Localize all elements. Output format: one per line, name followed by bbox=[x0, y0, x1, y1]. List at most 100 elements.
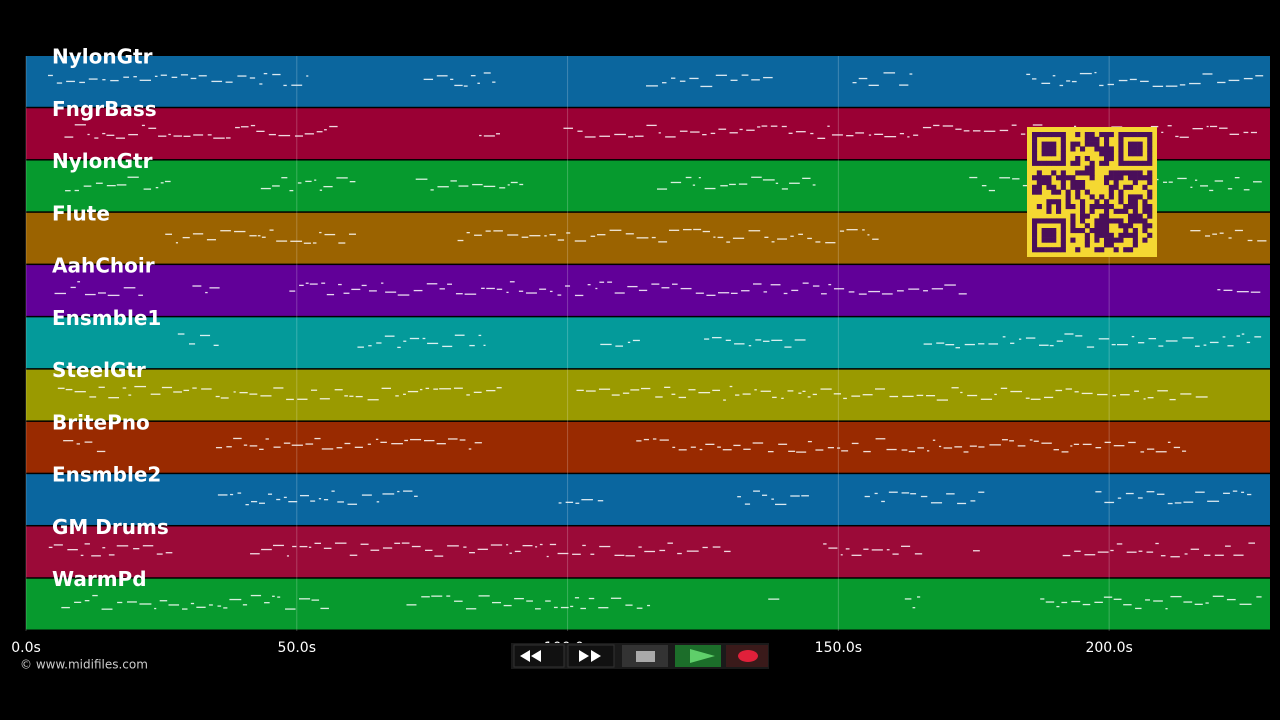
qr-module bbox=[1147, 223, 1153, 229]
qr-module bbox=[1104, 141, 1110, 147]
rewind-button[interactable] bbox=[513, 644, 565, 668]
qr-module bbox=[1104, 237, 1110, 243]
qr-module bbox=[1036, 189, 1042, 195]
qr-module bbox=[1051, 146, 1057, 152]
transport-controls bbox=[511, 643, 769, 669]
qr-module bbox=[1051, 228, 1057, 234]
track-name: GM Drums bbox=[52, 515, 169, 539]
qr-module bbox=[1051, 170, 1057, 176]
qr-module bbox=[1051, 232, 1057, 238]
qr-module bbox=[1118, 208, 1124, 214]
note-pattern bbox=[217, 490, 1252, 506]
qr-module bbox=[1075, 189, 1081, 195]
qr-module bbox=[1046, 199, 1052, 205]
qr-module bbox=[1118, 170, 1124, 176]
qr-module bbox=[1094, 146, 1100, 152]
qr-module bbox=[1147, 151, 1153, 157]
qr-module bbox=[1132, 242, 1138, 248]
qr-module bbox=[1094, 237, 1100, 243]
qr-module bbox=[1041, 218, 1047, 224]
qr-module bbox=[1123, 228, 1129, 234]
qr-module bbox=[1132, 170, 1138, 176]
track-name: NylonGtr bbox=[52, 45, 153, 69]
qr-module bbox=[1051, 218, 1057, 224]
qr-module bbox=[1099, 218, 1105, 224]
qr-module bbox=[1051, 132, 1057, 138]
qr-module bbox=[1060, 228, 1066, 234]
qr-module bbox=[1041, 160, 1047, 166]
qr-module bbox=[1070, 160, 1076, 166]
qr-module bbox=[1032, 132, 1038, 138]
qr-module bbox=[1118, 175, 1124, 181]
qr-module bbox=[1056, 189, 1062, 195]
qr-module bbox=[1089, 204, 1095, 210]
qr-module bbox=[1046, 180, 1052, 186]
qr-module bbox=[1128, 247, 1134, 253]
qr-module bbox=[1046, 228, 1052, 234]
record-button[interactable] bbox=[726, 645, 768, 667]
qr-module bbox=[1118, 218, 1124, 224]
qr-module bbox=[1128, 151, 1134, 157]
qr-module bbox=[1080, 228, 1086, 234]
qr-module bbox=[1041, 180, 1047, 186]
stop-button[interactable] bbox=[622, 645, 668, 667]
play-button[interactable] bbox=[675, 645, 721, 667]
qr-module bbox=[1118, 160, 1124, 166]
qr-module bbox=[1051, 247, 1057, 253]
qr-module bbox=[1080, 146, 1086, 152]
qr-module bbox=[1123, 232, 1129, 238]
qr-module bbox=[1142, 237, 1148, 243]
qr-module bbox=[1041, 232, 1047, 238]
qr-module bbox=[1104, 218, 1110, 224]
qr-module bbox=[1032, 141, 1038, 147]
qr-module bbox=[1032, 232, 1038, 238]
qr-module bbox=[1070, 175, 1076, 181]
qr-module bbox=[1060, 141, 1066, 147]
qr-module bbox=[1113, 247, 1119, 253]
qr-module bbox=[1104, 213, 1110, 219]
qr-module bbox=[1094, 232, 1100, 238]
track-name: AahChoir bbox=[52, 254, 155, 278]
qr-module bbox=[1046, 237, 1052, 243]
qr-module bbox=[1104, 199, 1110, 205]
qr-module bbox=[1104, 208, 1110, 214]
qr-module bbox=[1084, 136, 1090, 142]
qr-module bbox=[1046, 132, 1052, 138]
track-band bbox=[26, 474, 1270, 525]
qr-module bbox=[1060, 184, 1066, 190]
qr-module bbox=[1104, 232, 1110, 238]
qr-module bbox=[1070, 237, 1076, 243]
qr-module bbox=[1113, 180, 1119, 186]
qr-module bbox=[1108, 170, 1114, 176]
qr-module bbox=[1051, 141, 1057, 147]
track-band bbox=[26, 578, 1270, 630]
qr-module bbox=[1070, 180, 1076, 186]
qr-module bbox=[1046, 232, 1052, 238]
qr-module bbox=[1099, 213, 1105, 219]
qr-module bbox=[1046, 204, 1052, 210]
track-name: Flute bbox=[52, 201, 110, 225]
qr-module bbox=[1147, 180, 1153, 186]
qr-module bbox=[1123, 132, 1129, 138]
qr-module bbox=[1051, 160, 1057, 166]
qr-module bbox=[1041, 151, 1047, 157]
qr-module bbox=[1132, 175, 1138, 181]
qr-module bbox=[1036, 160, 1042, 166]
qr-module bbox=[1080, 170, 1086, 176]
qr-module bbox=[1036, 247, 1042, 253]
qr-module bbox=[1056, 199, 1062, 205]
qr-module bbox=[1128, 175, 1134, 181]
qr-module bbox=[1084, 213, 1090, 219]
qr-module bbox=[1094, 247, 1100, 253]
qr-module bbox=[1118, 151, 1124, 157]
fast-forward-button[interactable] bbox=[567, 644, 615, 668]
qr-module bbox=[1041, 146, 1047, 152]
qr-module bbox=[1089, 194, 1095, 200]
qr-module bbox=[1108, 242, 1114, 248]
qr-module bbox=[1104, 132, 1110, 138]
qr-module bbox=[1041, 228, 1047, 234]
qr-module bbox=[1089, 132, 1095, 138]
qr-module bbox=[1070, 218, 1076, 224]
qr-module bbox=[1123, 170, 1129, 176]
